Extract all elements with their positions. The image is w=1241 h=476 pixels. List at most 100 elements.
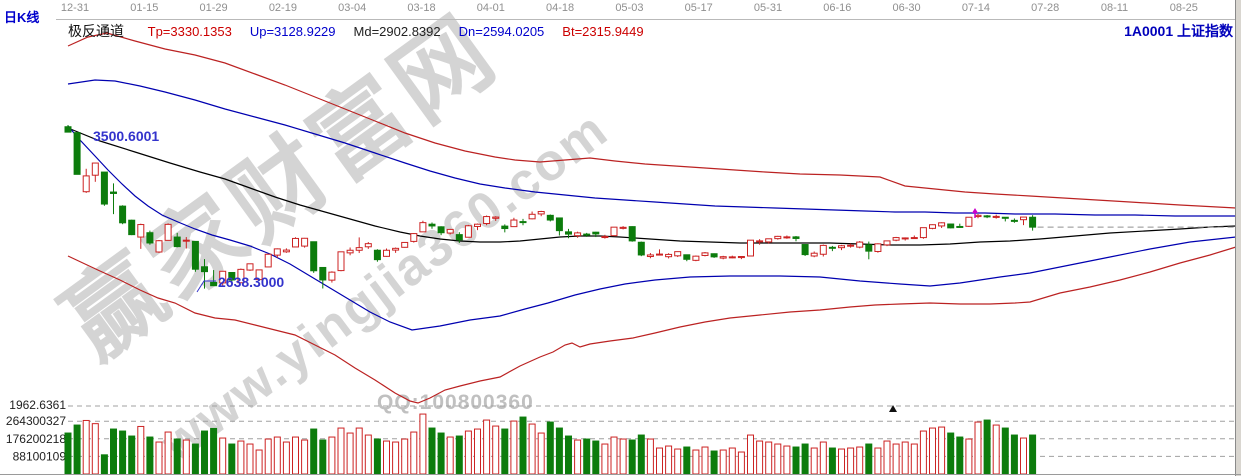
volume-bar — [601, 443, 609, 475]
volume-bar — [1029, 434, 1037, 475]
candle-body — [455, 234, 463, 241]
volume-bar — [446, 436, 454, 475]
candle-body — [710, 253, 718, 258]
candle-body — [1001, 216, 1009, 219]
candles — [64, 125, 1037, 289]
price-annotations: 3500.6001 2638.3000 — [93, 128, 284, 293]
price-annotation-label: 3500.6001 — [93, 128, 159, 144]
volume-bar — [437, 432, 445, 475]
candle-body — [392, 247, 400, 251]
volume-bar — [537, 432, 545, 475]
volume-bar — [464, 430, 472, 475]
date-tick-label: 07-14 — [961, 2, 990, 14]
candle-body — [983, 215, 991, 218]
candle-body — [910, 237, 918, 240]
candle-body — [519, 221, 527, 224]
date-tick-label: 05-03 — [615, 2, 644, 14]
candle-body — [628, 226, 636, 242]
volume-bar — [719, 449, 727, 475]
volume-bar — [191, 443, 199, 475]
volume-bar — [992, 424, 1000, 475]
volume-bar — [728, 447, 736, 475]
date-tick-label: 04-18 — [546, 2, 575, 14]
candle-body — [228, 271, 236, 281]
volume-bar — [210, 427, 218, 475]
candle-body — [182, 239, 190, 242]
volume-bar — [155, 441, 163, 475]
volume-bar — [64, 432, 72, 475]
volume-bar — [665, 445, 673, 475]
volume-bar — [637, 434, 645, 475]
volume-bar — [319, 439, 327, 475]
candle-body — [464, 225, 472, 238]
volume-bar — [865, 443, 873, 475]
volume-bar — [701, 446, 709, 475]
candle-body — [847, 244, 855, 247]
bottom-window-border — [0, 474, 1241, 475]
volume-bar — [201, 430, 208, 475]
candle-body — [128, 219, 136, 236]
volume-bar — [965, 438, 973, 475]
volume-bar — [255, 449, 263, 475]
date-tick-label: 02-19 — [268, 2, 297, 14]
indicator-name[interactable]: 极反通道 — [68, 23, 124, 39]
candle-body — [319, 266, 327, 281]
candle-body — [437, 226, 445, 234]
volume-bar — [737, 451, 745, 475]
volume-bar — [519, 416, 527, 475]
date-tick-label: 06-16 — [823, 2, 852, 14]
channel-line-dn — [67, 125, 1237, 331]
date-tick-label: 12-31 — [60, 2, 90, 14]
candle-body — [938, 222, 946, 227]
candle-body — [219, 270, 227, 284]
candle-body — [210, 281, 218, 287]
candle-body — [110, 191, 117, 194]
volume-bar — [182, 439, 190, 475]
symbol-title[interactable]: 1A0001 上证指数 — [1124, 21, 1233, 41]
candle-body — [883, 240, 891, 246]
candle-body — [783, 236, 791, 239]
candle-body — [565, 231, 572, 235]
volume-bar — [619, 438, 627, 475]
volume-bars — [64, 413, 1037, 475]
channel-line-tp — [67, 32, 1237, 209]
volume-axis-label: 88100109 — [13, 449, 67, 463]
annotation-pointer — [196, 280, 216, 293]
volume-bar — [983, 419, 991, 475]
candle-body — [364, 243, 372, 248]
candle-body — [528, 213, 536, 220]
candle-body — [856, 241, 864, 248]
candle-body — [828, 246, 836, 249]
volume-bar — [137, 425, 145, 475]
channel-param-value: Up=3128.9229 — [249, 24, 336, 39]
candle-body — [756, 240, 764, 243]
candle-body — [64, 126, 72, 133]
indicator-param-row: 极反通道 Tp=3330.1353 Up=3128.9229 Md=2902.839… — [68, 21, 662, 41]
volume-bar — [910, 443, 918, 475]
kline-period-label[interactable]: 日K线 — [4, 10, 40, 25]
candle-body — [692, 255, 700, 261]
date-axis: 12-31 01-15 01-29 02-19 03-04 03-18 04-01 04-18… — [0, 2, 1236, 17]
date-tick-label: 06-30 — [892, 2, 921, 14]
volume-bar — [847, 447, 855, 475]
candle-body — [919, 227, 927, 239]
volume-bar — [73, 424, 81, 475]
volume-bar — [919, 430, 927, 475]
volume-bar — [892, 443, 900, 475]
candle-body — [838, 245, 845, 249]
candle-body — [310, 241, 318, 272]
volume-bar — [756, 440, 764, 475]
candle-body — [747, 239, 754, 257]
volume-bar — [264, 438, 272, 475]
date-tick-label: 03-04 — [338, 2, 367, 14]
candle-body — [100, 171, 108, 205]
volume-bar — [765, 441, 773, 475]
candle-body — [810, 252, 818, 257]
candle-body — [592, 231, 600, 235]
volume-bar — [819, 441, 827, 475]
candle-body — [246, 263, 254, 271]
candle-body — [965, 216, 973, 227]
volume-bar — [546, 421, 554, 475]
